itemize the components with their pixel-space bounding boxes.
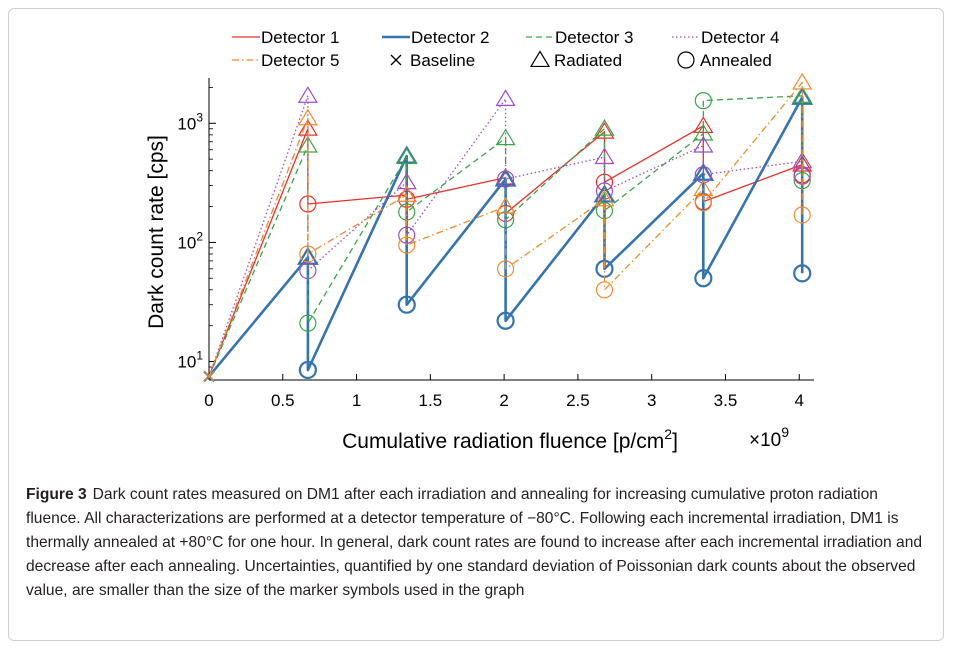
- x-tick-label: 4: [795, 391, 804, 410]
- legend-item-baseline: Baseline: [390, 51, 475, 70]
- radiated-marker: [396, 185, 417, 203]
- annealed-marker: [694, 166, 712, 184]
- y-tick-label: 102: [177, 229, 203, 252]
- radiated-marker: [693, 179, 714, 197]
- x-tick-label: 1: [352, 391, 361, 410]
- series-line: [208, 81, 803, 377]
- legend-item-detector-3: Detector 3: [526, 28, 633, 47]
- radiated-marker: [594, 147, 615, 165]
- radiated-marker: [297, 86, 318, 103]
- annealed-marker: [299, 314, 317, 332]
- annealed-marker: [496, 311, 515, 330]
- legend: Detector 1 Detector 2 Detector 3 Detector 4…: [232, 28, 779, 70]
- legend-label: Baseline: [410, 51, 475, 70]
- annealed-marker: [398, 226, 416, 244]
- baseline-marker: [203, 371, 215, 382]
- radiated-marker: [396, 172, 417, 190]
- legend-circle-marker: [677, 51, 695, 69]
- radiated-marker: [495, 89, 516, 106]
- y-tick-label: 101: [177, 349, 203, 372]
- legend-label: Annealed: [700, 51, 772, 70]
- legend-label: Detector 3: [555, 28, 633, 47]
- legend-item-detector-2: Detector 2: [382, 28, 489, 47]
- radiated-marker: [693, 135, 714, 153]
- annealed-marker: [398, 236, 416, 254]
- annealed-marker: [496, 260, 515, 278]
- radiated-marker: [594, 189, 615, 207]
- legend-label: Radiated: [554, 51, 622, 70]
- legend-item-detector-4: Detector 4: [672, 28, 779, 47]
- radiated-marker: [495, 128, 516, 146]
- radiated-marker: [792, 72, 813, 90]
- series-line: [208, 95, 803, 377]
- legend-item-detector-5: Detector 5: [232, 51, 339, 70]
- figure-label: Figure 3: [26, 486, 87, 503]
- radiated-marker: [495, 196, 516, 214]
- figure-frame: [8, 8, 944, 641]
- series-detector-5: [203, 72, 813, 382]
- legend-triangle-marker: [529, 50, 551, 68]
- series-layer: [203, 72, 814, 383]
- annealed-marker: [694, 92, 712, 110]
- legend-item-annealed: Annealed: [677, 51, 772, 70]
- radiated-marker: [693, 123, 714, 141]
- legend-item-radiated: Radiated: [529, 50, 622, 70]
- series-detector-3: [203, 86, 813, 382]
- annealed-marker: [299, 245, 317, 263]
- legend-label: Detector 5: [261, 51, 339, 70]
- y-tick-label: 103: [177, 110, 203, 133]
- annealed-marker: [496, 170, 515, 188]
- annealed-marker: [397, 295, 416, 314]
- x-tick-label: 2.5: [566, 391, 590, 410]
- radiated-marker: [594, 119, 615, 136]
- radiated-marker: [297, 108, 318, 126]
- legend-x-marker: [390, 54, 402, 66]
- x-tick-label: 1.5: [419, 391, 443, 410]
- legend-item-detector-1: Detector 1: [232, 28, 339, 47]
- series-detector-4: [203, 86, 813, 382]
- annealed-marker: [694, 269, 713, 288]
- legend-label: Detector 4: [701, 28, 779, 47]
- radiated-marker: [494, 168, 517, 187]
- radiated-marker: [396, 147, 417, 165]
- annealed-marker: [595, 281, 614, 299]
- x-tick-label: 3.5: [714, 391, 738, 410]
- x-tick-label: 3: [647, 391, 656, 410]
- annealed-marker: [694, 194, 712, 212]
- legend-label: Detector 1: [261, 28, 339, 47]
- x-tick-label: 0: [204, 391, 213, 410]
- x-tick-label: 2: [499, 391, 508, 410]
- axes: 0 0.5 1 1.5 2 2.5 3 3.5 4 101 102 103: [177, 78, 814, 410]
- x-axis-multiplier: ×109: [749, 424, 789, 451]
- series-line: [207, 96, 804, 378]
- y-axis-label: Dark count rate [cps]: [145, 135, 168, 329]
- radiated-marker: [593, 184, 616, 203]
- x-axis-label: Cumulative radiation fluence [p/cm2]: [342, 426, 678, 453]
- legend-label: Detector 2: [411, 28, 489, 47]
- figure-caption: Figure 3 Dark count rates measured on DM1…: [26, 483, 931, 603]
- annealed-marker: [793, 206, 811, 224]
- annealed-marker: [299, 262, 317, 280]
- x-tick-label: 0.5: [271, 391, 295, 410]
- annealed-marker: [298, 360, 317, 380]
- caption-text: Dark count rates measured on DM1 after e…: [26, 486, 923, 599]
- annealed-marker: [793, 264, 812, 283]
